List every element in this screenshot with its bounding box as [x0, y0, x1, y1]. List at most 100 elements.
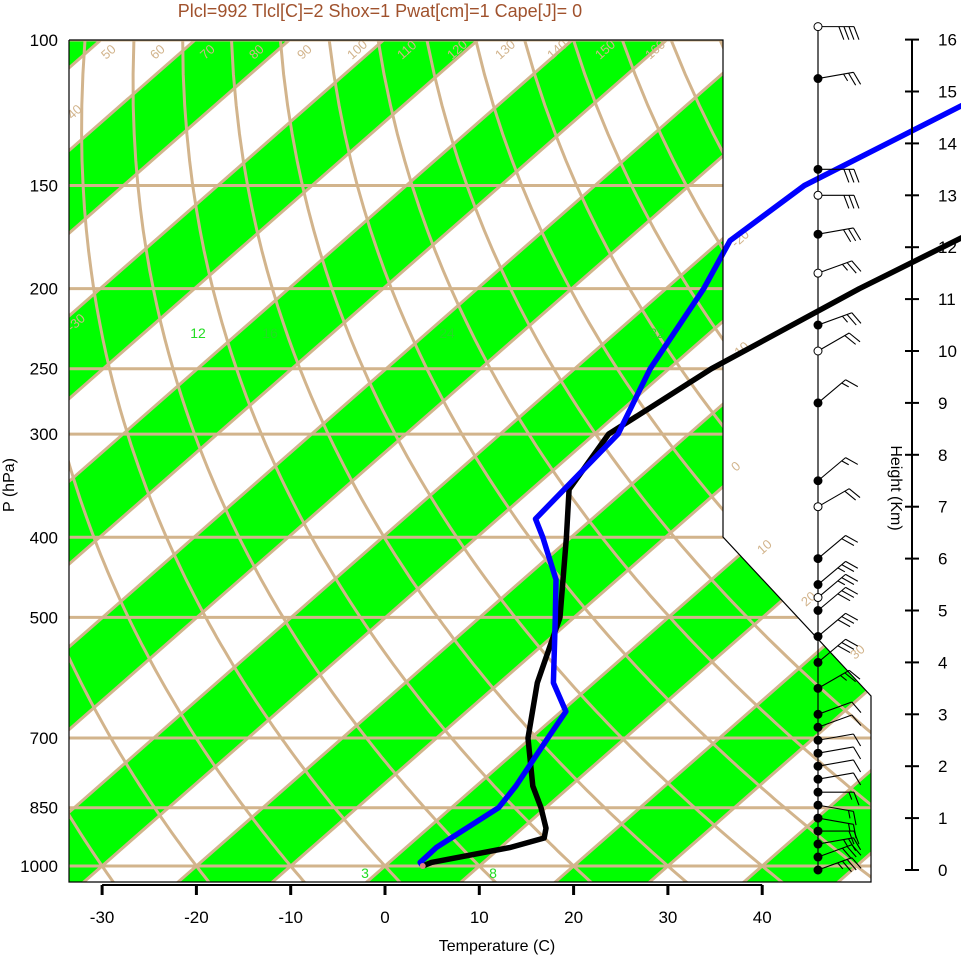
wind-barb-flag	[843, 26, 850, 40]
dry-adiabat-line	[131, 40, 498, 882]
wind-barb-flag	[846, 859, 857, 871]
wind-barb-flag	[851, 857, 862, 869]
wind-barb-flag	[845, 612, 859, 621]
isotherm-line	[69, 40, 382, 882]
wind-level-marker	[813, 735, 823, 745]
isotherm-line	[69, 40, 871, 882]
wind-level-marker	[813, 657, 823, 667]
wind-barb-shaft	[817, 312, 853, 326]
wind-level-marker	[813, 722, 823, 732]
wind-barb-shaft	[817, 733, 854, 741]
wind-barb-flag	[845, 379, 859, 388]
sounding-profiles	[417, 102, 961, 869]
height-tick-label: 14	[938, 134, 957, 153]
wind-barb-flag	[848, 791, 853, 800]
wind-barb-flag	[841, 564, 855, 572]
wind-barb-flag	[852, 772, 862, 786]
wind-barb-flag	[837, 567, 846, 573]
x-tick-label: 40	[753, 908, 772, 927]
wind-barb-shaft	[817, 379, 846, 404]
wind-barb-flag	[843, 839, 849, 847]
height-tick-label: 11	[938, 290, 956, 309]
wind-level-marker	[813, 787, 823, 797]
isotherm-line	[69, 40, 854, 882]
wind-barb-shaft	[817, 488, 850, 508]
wind-level-marker	[813, 852, 823, 862]
wind-level-marker	[813, 320, 823, 330]
height-tick-label: 13	[938, 186, 957, 205]
mixing-ratio-label: 24	[439, 325, 455, 341]
wind-barb-flag	[841, 860, 852, 873]
wind-barb-shaft	[817, 714, 853, 728]
isotherm-line	[69, 40, 571, 882]
dry-adiabat-lines	[69, 40, 871, 882]
wind-barb-flag	[841, 642, 855, 650]
wind-barb-flag	[848, 838, 857, 851]
y-axis-label: P (hPa)	[1, 458, 18, 512]
height-tick-label: 8	[938, 446, 947, 465]
wind-barb-shaft	[817, 844, 853, 858]
wind-barb-shaft	[817, 260, 853, 274]
wind-barb-flag	[853, 169, 860, 183]
wind-level-marker	[813, 593, 823, 603]
isotherm-label: 10	[754, 536, 775, 557]
wind-barb-flag	[841, 315, 848, 323]
wind-level-marker	[813, 761, 823, 771]
height-tick-label: 1	[938, 809, 947, 828]
mixing-ratio-labels: 3 8 12 16 24 32	[190, 325, 665, 881]
wind-barb-flag	[851, 714, 862, 726]
x-tick-label: 20	[564, 908, 583, 927]
wind-barb-shaft	[817, 857, 853, 871]
wind-barb-flag	[845, 586, 859, 595]
isotherm-label: 90	[294, 41, 315, 62]
wind-barb-flag	[844, 490, 857, 501]
isotherm-label: 0	[728, 458, 743, 474]
wind-barb-flag	[837, 619, 851, 628]
temperature-band	[516, 40, 871, 882]
isotherm-line	[609, 40, 871, 882]
isotherm-line	[69, 40, 759, 882]
isotherm-line	[69, 40, 288, 882]
pressure-tick-label: 700	[30, 729, 58, 748]
dewpoint-profile	[417, 102, 961, 868]
wind-barb-flag	[852, 824, 857, 839]
x-tick-label: -30	[90, 908, 115, 927]
chart-title: Plcl=992 Tlcl[C]=2 Shox=1 Pwat[cm]=1 Cap…	[178, 1, 582, 21]
wind-barb-flag	[848, 488, 861, 498]
wind-level-marker	[813, 346, 823, 356]
wind-barb-flag	[851, 312, 862, 324]
wind-barb-flag	[852, 227, 862, 241]
height-tick-label: 4	[938, 653, 947, 672]
temperature-band	[69, 40, 758, 882]
mixing-ratio-label: 3	[361, 865, 369, 881]
height-tick-label: 7	[938, 498, 947, 517]
wind-barb-flag	[837, 645, 851, 654]
pressure-tick-label: 150	[30, 176, 58, 195]
wind-barb-flag	[841, 616, 855, 624]
wind-barb-flag	[837, 862, 844, 870]
wind-barb-shaft	[817, 560, 846, 585]
wind-level-marker	[813, 190, 823, 200]
temperature-axis: -30 -20 -10 0 10 20 30 40	[90, 884, 772, 927]
wind-barb-flag	[851, 701, 862, 713]
wind-barb-flag	[848, 169, 855, 183]
temperature-profile	[421, 234, 961, 869]
wind-barb-flag	[853, 195, 860, 209]
wind-level-marker	[813, 164, 823, 174]
isotherm-label: 30	[847, 641, 868, 662]
height-tick-label: 9	[938, 394, 947, 413]
pressure-tick-label: 500	[30, 608, 58, 627]
wind-barb-flag	[841, 382, 849, 388]
wind-level-marker	[813, 800, 823, 810]
wind-barb-flag	[852, 759, 862, 773]
wind-barb-flag	[846, 314, 857, 326]
height-tick-label: 10	[938, 342, 957, 361]
wind-barb-flag	[845, 534, 859, 543]
wind-barb-flag	[844, 672, 857, 683]
wind-barb-flag	[841, 847, 852, 860]
wind-level-marker	[813, 580, 823, 590]
wind-barb-shaft	[817, 573, 846, 598]
isotherm-label: 50	[98, 41, 119, 62]
